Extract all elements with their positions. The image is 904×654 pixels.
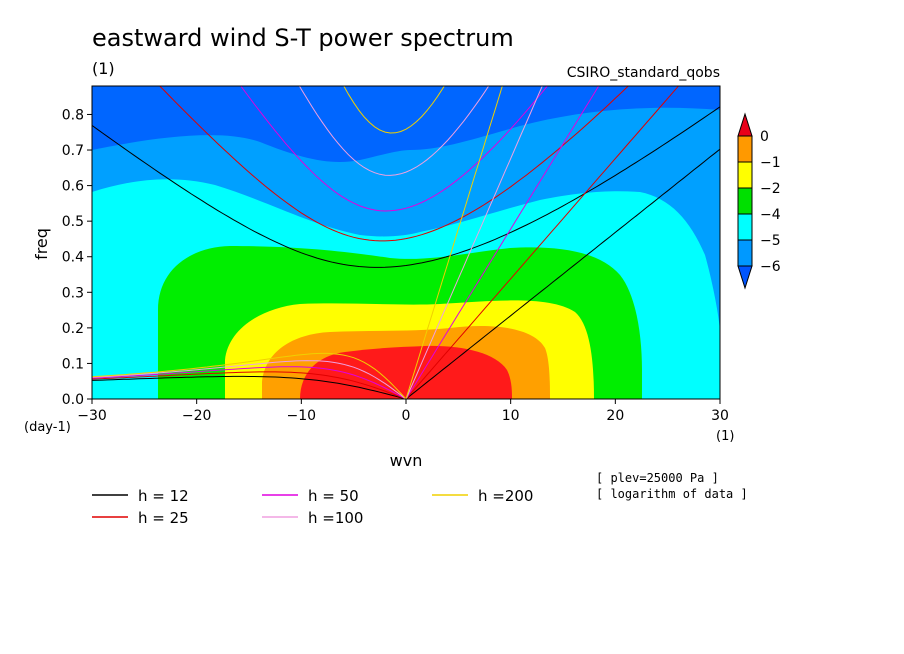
x-tick-label: 0: [402, 408, 411, 424]
y-tick-label: 0.2: [62, 321, 84, 337]
colorbar-label: 0: [760, 129, 769, 145]
y-tick-label: 0.8: [62, 107, 84, 123]
y-tick-label: 0.0: [62, 392, 84, 408]
colorbar-segment: [737, 213, 753, 241]
gravity-curve: [92, 106, 720, 268]
title-units: (1): [92, 59, 115, 78]
y-units-label: (day-1): [24, 420, 71, 435]
x-axis: −30 −20 −10 0 10 20 30: [77, 399, 729, 424]
colorbar-label: −5: [760, 233, 781, 249]
legend-label: h =100: [308, 509, 363, 527]
rossby-curve: [92, 366, 407, 399]
kelvin-curve: [405, 86, 503, 399]
plot-area: [92, 86, 720, 399]
rossby-curve: [92, 352, 407, 399]
y-tick-label: 0.6: [62, 179, 84, 195]
rossby-curve: [92, 360, 407, 399]
colorbar-segment: [737, 239, 753, 267]
x-axis-title: wvn: [390, 451, 423, 470]
x-tick-label: −20: [182, 408, 212, 424]
rossby-curve: [92, 371, 407, 399]
y-tick-label: 0.5: [62, 214, 84, 230]
note-plev: [ plev=25000 Pa ]: [596, 471, 719, 485]
colorbar-label: −4: [760, 207, 781, 223]
field-blue: [92, 86, 720, 162]
colorbar-label: −6: [760, 259, 781, 275]
x-tick-label: 30: [711, 408, 729, 424]
x-tick-label: −30: [77, 408, 107, 424]
kelvin-curve: [405, 86, 680, 399]
colorbar-segment: [737, 135, 753, 163]
colorbar-segment: [737, 187, 753, 215]
y-tick-label: 0.1: [62, 356, 84, 372]
y-tick-label: 0.3: [62, 285, 84, 301]
legend-label: h = 12: [138, 487, 189, 505]
gravity-curve: [159, 86, 630, 242]
kelvin-curve: [405, 148, 720, 399]
y-axis: 0.0 0.1 0.2 0.3 0.4 0.5 0.6 0.7 0.8: [62, 107, 92, 408]
gravity-curve: [240, 86, 548, 212]
note-log: [ logarithm of data ]: [596, 487, 748, 501]
colorbar-label: −1: [760, 155, 781, 171]
colorbar-bottom-arrow: [737, 265, 753, 290]
kelvin-curve: [405, 86, 600, 399]
dataset-label: CSIRO_standard_qobs: [567, 65, 720, 81]
y-tick-label: 0.7: [62, 143, 84, 159]
legend-label: h =200: [478, 487, 533, 505]
x-tick-label: 10: [502, 408, 520, 424]
colorbar-segment: [737, 161, 753, 189]
x-units-label: (1): [716, 429, 734, 444]
colorbar: 0 −1 −2 −4 −5 −6: [737, 112, 781, 290]
y-tick-label: 0.4: [62, 250, 84, 266]
chart-title: eastward wind S-T power spectrum: [92, 24, 514, 52]
gravity-curve: [343, 86, 445, 134]
colorbar-label: −2: [760, 181, 781, 197]
rossby-curve: [92, 375, 407, 399]
legend-label: h = 50: [308, 487, 359, 505]
y-axis-title: freq: [32, 228, 51, 260]
kelvin-curve: [405, 86, 543, 399]
x-tick-label: 20: [606, 408, 624, 424]
x-tick-label: −10: [287, 408, 317, 424]
colorbar-top-arrow: [737, 112, 753, 137]
dispersion-curves: [92, 86, 720, 399]
gravity-curve: [298, 86, 490, 176]
legend-label: h = 25: [138, 509, 189, 527]
legend: h = 12 h = 25 h = 50 h =100 h =200: [92, 487, 533, 527]
